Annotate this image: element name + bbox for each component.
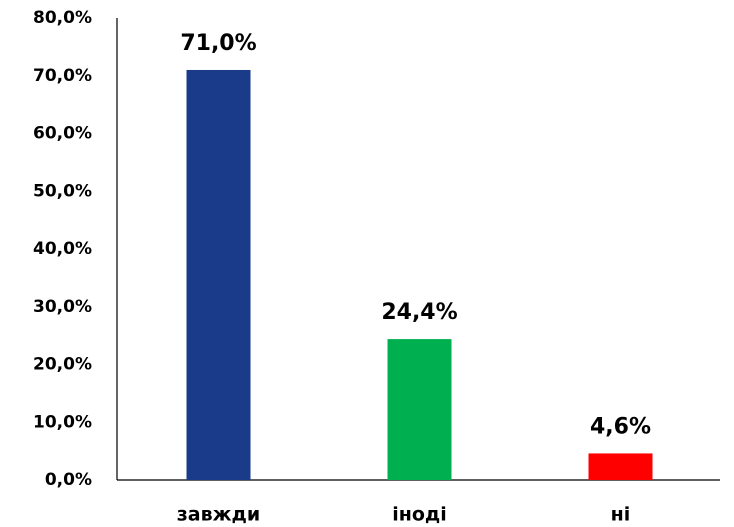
y-tick-label: 20,0% bbox=[33, 355, 92, 375]
y-tick-label: 10,0% bbox=[33, 412, 92, 432]
y-tick-label: 30,0% bbox=[33, 297, 92, 317]
x-tick-label: іноді bbox=[392, 504, 447, 526]
y-tick-label: 60,0% bbox=[33, 124, 92, 144]
value-label: 4,6% bbox=[590, 414, 651, 439]
y-tick-label: 0,0% bbox=[45, 470, 92, 490]
x-tick-label: завжди bbox=[177, 504, 260, 526]
y-tick-label: 50,0% bbox=[33, 181, 92, 201]
x-tick-label: ні bbox=[611, 504, 631, 526]
bar bbox=[588, 453, 653, 480]
bar bbox=[186, 69, 251, 480]
bar bbox=[387, 339, 452, 480]
y-tick-label: 40,0% bbox=[33, 239, 92, 259]
value-label: 24,4% bbox=[381, 300, 457, 325]
value-label: 71,0% bbox=[180, 31, 256, 56]
y-tick-label: 80,0% bbox=[33, 8, 92, 28]
y-tick-label: 70,0% bbox=[33, 66, 92, 86]
